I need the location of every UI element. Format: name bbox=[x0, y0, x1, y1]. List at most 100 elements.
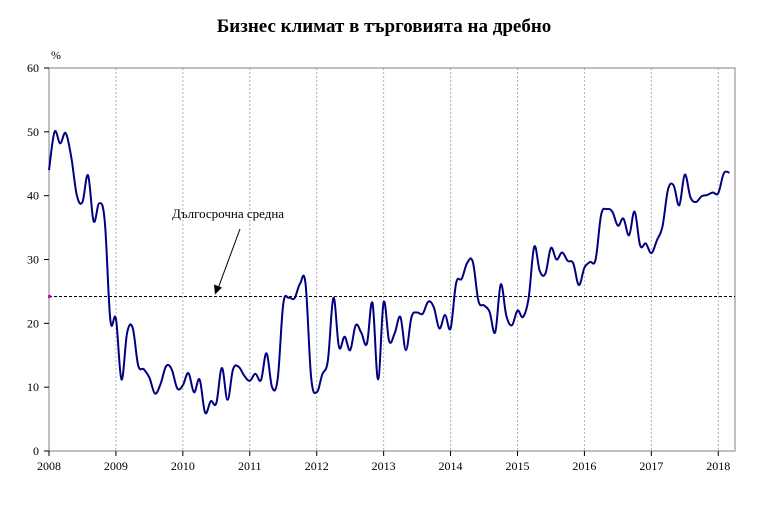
data-point bbox=[612, 211, 613, 212]
data-point bbox=[177, 388, 178, 389]
data-point bbox=[366, 343, 367, 344]
chart-title: Бизнес климат в търговията на дребно bbox=[216, 16, 552, 37]
data-point bbox=[149, 377, 150, 378]
data-point bbox=[601, 214, 602, 215]
data-point bbox=[394, 332, 395, 333]
plot-frame bbox=[48, 67, 736, 452]
x-tick-label: 2009 bbox=[104, 459, 128, 473]
data-point bbox=[76, 195, 77, 196]
data-point bbox=[299, 283, 300, 284]
data-point bbox=[411, 316, 412, 317]
y-tick-label: 60 bbox=[27, 61, 39, 75]
data-point bbox=[467, 262, 468, 263]
data-point bbox=[712, 192, 713, 193]
data-point bbox=[260, 380, 261, 381]
data-point bbox=[573, 263, 574, 264]
data-point bbox=[450, 328, 451, 329]
y-tick-label: 50 bbox=[27, 125, 39, 139]
data-point bbox=[199, 379, 200, 380]
data-point bbox=[684, 174, 685, 175]
y-tick-label: 10 bbox=[27, 380, 39, 394]
data-point bbox=[584, 267, 585, 268]
data-point bbox=[288, 297, 289, 298]
data-point bbox=[54, 131, 55, 132]
data-point bbox=[383, 302, 384, 303]
data-point bbox=[316, 392, 317, 393]
data-point bbox=[578, 284, 579, 285]
data-point bbox=[679, 205, 680, 206]
data-point bbox=[718, 193, 719, 194]
data-point bbox=[723, 173, 724, 174]
data-point bbox=[372, 302, 373, 303]
data-point bbox=[534, 246, 535, 247]
data-point bbox=[249, 380, 250, 381]
x-tick-label: 2012 bbox=[305, 459, 329, 473]
data-point bbox=[489, 311, 490, 312]
data-point bbox=[283, 304, 284, 305]
data-point bbox=[517, 310, 518, 311]
data-point bbox=[338, 346, 339, 347]
data-point bbox=[143, 369, 144, 370]
x-tick-label: 2016 bbox=[572, 459, 596, 473]
y-axis-unit-label: % bbox=[51, 48, 61, 62]
x-tick-label: 2011 bbox=[238, 459, 262, 473]
data-point bbox=[478, 300, 479, 301]
data-point bbox=[645, 243, 646, 244]
data-point bbox=[456, 283, 457, 284]
data-point bbox=[210, 401, 211, 402]
data-point bbox=[623, 218, 624, 219]
data-point bbox=[417, 312, 418, 313]
data-point bbox=[138, 365, 139, 366]
data-point bbox=[82, 201, 83, 202]
data-point bbox=[87, 175, 88, 176]
data-point bbox=[706, 194, 707, 195]
data-point bbox=[322, 374, 323, 375]
data-point bbox=[595, 259, 596, 260]
data-point bbox=[205, 412, 206, 413]
data-point bbox=[160, 383, 161, 384]
data-point bbox=[255, 373, 256, 374]
data-point bbox=[277, 378, 278, 379]
x-tick-label: 2010 bbox=[171, 459, 195, 473]
x-tick-label: 2018 bbox=[706, 459, 730, 473]
data-point bbox=[355, 325, 356, 326]
data-point bbox=[216, 403, 217, 404]
data-point bbox=[311, 377, 312, 378]
data-point bbox=[701, 196, 702, 197]
data-point bbox=[433, 307, 434, 308]
data-point bbox=[472, 261, 473, 262]
axis-layer bbox=[44, 67, 736, 456]
data-point bbox=[93, 221, 94, 222]
data-point bbox=[182, 385, 183, 386]
data-point bbox=[65, 133, 66, 134]
data-point bbox=[550, 247, 551, 248]
data-point bbox=[606, 208, 607, 209]
data-point bbox=[500, 284, 501, 285]
data-point bbox=[115, 318, 116, 319]
data-point bbox=[294, 298, 295, 299]
data-point bbox=[651, 253, 652, 254]
y-tick-label: 20 bbox=[27, 316, 39, 330]
data-point bbox=[528, 297, 529, 298]
data-point bbox=[640, 245, 641, 246]
data-point bbox=[673, 185, 674, 186]
data-point bbox=[690, 196, 691, 197]
x-tick-label: 2008 bbox=[37, 459, 61, 473]
x-tick-label: 2014 bbox=[439, 459, 463, 473]
data-point bbox=[244, 375, 245, 376]
data-point bbox=[628, 235, 629, 236]
reference-layer bbox=[48, 228, 735, 299]
data-point bbox=[154, 393, 155, 394]
data-point bbox=[333, 297, 334, 298]
data-point bbox=[634, 211, 635, 212]
data-point bbox=[589, 261, 590, 262]
data-point bbox=[110, 320, 111, 321]
data-point bbox=[495, 332, 496, 333]
x-tick-label: 2015 bbox=[505, 459, 529, 473]
data-point bbox=[662, 226, 663, 227]
data-point bbox=[171, 369, 172, 370]
data-point bbox=[350, 350, 351, 351]
series-line bbox=[48, 129, 730, 415]
data-point bbox=[232, 369, 233, 370]
